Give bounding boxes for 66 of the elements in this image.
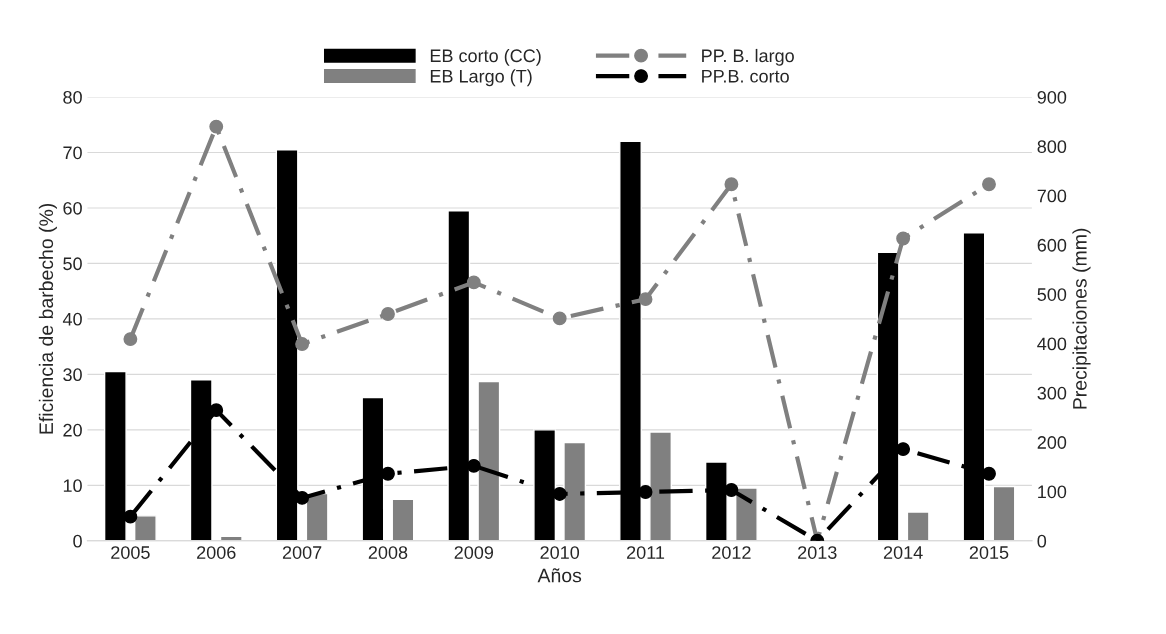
y-tick-label: 70 [63,146,82,160]
y2-tick-label: 600 [1037,238,1067,252]
y2-tick-label: 400 [1037,337,1067,351]
y-tick-label: 20 [63,423,82,437]
bar [133,515,157,541]
point [638,292,653,307]
y-axis-title: Eficiencia de barbecho (%) [38,203,57,434]
point [381,307,395,321]
point [466,275,481,290]
y2-tick-label: 200 [1037,436,1067,449]
point [295,490,310,505]
x-tick-label: 2014 [883,546,923,559]
point [123,332,138,347]
y-tick-label: 40 [62,312,82,326]
y-tick-label: 50 [63,257,82,271]
legend-label: EB corto (CC) [430,48,541,66]
point [295,337,310,351]
point [982,466,996,481]
x-tick-label: 2008 [368,546,408,559]
x-axis-title: Años [537,568,582,583]
point [209,403,224,418]
x-tick-label: 2011 [627,546,665,559]
y2-tick-label: 700 [1037,189,1067,203]
bar [305,492,329,541]
y2-tick-label: 0 [1037,534,1047,548]
bar [563,441,587,541]
bar [906,511,930,541]
legend-label: EB Largo (T) [430,69,532,87]
y-tick-label: 80 [63,90,82,104]
x-tick-label: 2015 [969,546,1009,559]
point [724,483,739,497]
x-tick-label: 2009 [454,546,494,559]
point [552,487,567,501]
y2-tick-label: 800 [1037,140,1067,154]
y2-tick-label: 300 [1037,386,1067,400]
y2-tick-label: 900 [1037,90,1067,104]
point [982,177,996,192]
bar [649,431,672,541]
point [896,442,911,457]
y-tick-label: 30 [63,368,82,382]
y-tick-label: 60 [63,201,82,215]
point [381,466,395,481]
bar [477,380,501,541]
legend-label: PP. B. largo [702,48,794,66]
y-tick-label: 10 [63,479,82,493]
point [466,458,481,473]
x-tick-label: 2007 [282,546,322,559]
y2-tick-label: 100 [1038,485,1067,499]
y2-tick-label: 500 [1037,288,1067,301]
bar [992,485,1016,541]
y-tick-label: 0 [73,534,82,548]
bar [734,487,758,541]
y2-axis-title: Precipitaciones (mm) [1072,228,1091,409]
x-tick-label: 2012 [712,546,751,559]
point [724,177,739,192]
x-tick-label: 2006 [197,546,236,559]
point [638,485,653,499]
legend-label: PP.B. corto [702,70,789,83]
point [896,231,911,246]
point [123,509,138,524]
x-tick-label: 2005 [111,546,150,559]
point [209,119,224,134]
x-tick-label: 2010 [540,546,580,559]
x-tick-label: 2013 [798,546,837,559]
bar [391,498,415,541]
point [552,311,567,326]
